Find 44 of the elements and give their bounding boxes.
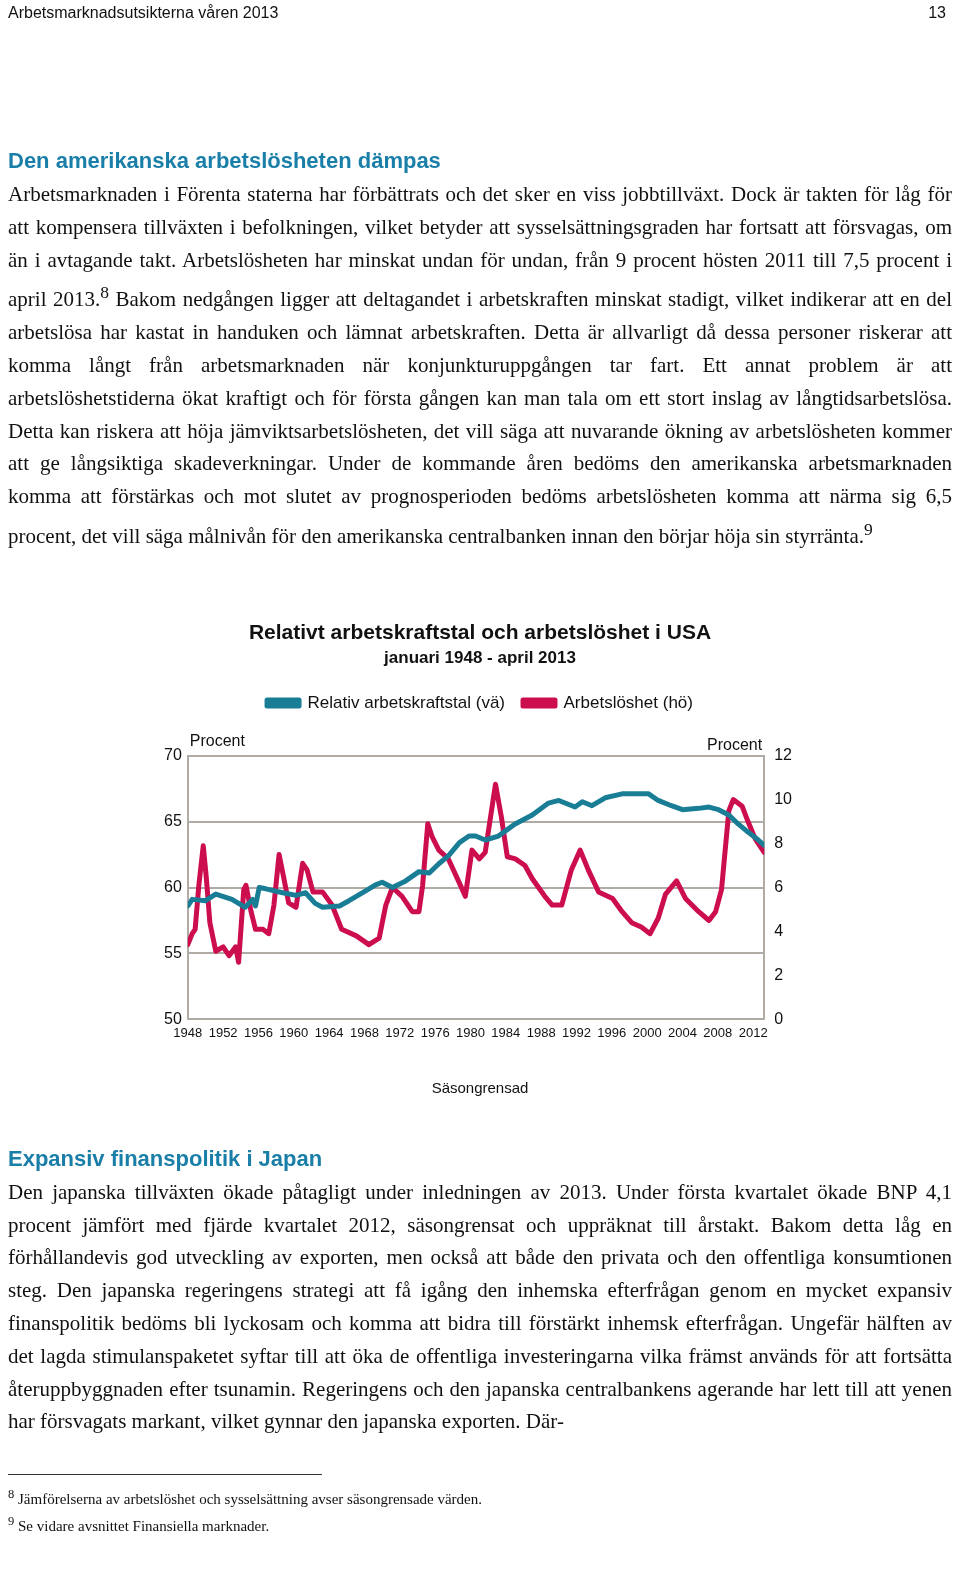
- x-tick-label: 1956: [244, 1024, 273, 1040]
- x-tick-label: 1972: [385, 1024, 415, 1040]
- y2-axis-title: Procent: [707, 735, 763, 753]
- x-tick-label: 1996: [597, 1024, 627, 1040]
- chart-title: Relativt arbetskraftstal och arbetslöshet i USA: [248, 620, 712, 644]
- x-tick-label: 2008: [703, 1024, 733, 1040]
- y-tick-label: 65: [164, 811, 182, 829]
- y2-tick-label: 8: [774, 833, 784, 851]
- x-tick-label: 2000: [632, 1024, 662, 1040]
- text: Arbetsmarknadsutsikterna våren 2013: [8, 4, 279, 22]
- y-tick-label: 50: [164, 1009, 182, 1027]
- text: $^{9}$ Se vidare avsnittet Finansiella marknader.: [8, 1513, 271, 1537]
- x-tick-label: 1992: [562, 1024, 591, 1040]
- chart-subtitle: januari 1948 - april 2013: [383, 647, 576, 667]
- text: Arbetsmarknaden i Förenta staterna har förbättrats och det sker en viss jobbtillväxt. Dock är takten för låg för att kompensera tillväxten i befolkningen, vilket betyder att sysselsättningsgraden har fortsatt att försvagas, om än i avtagande takt. Arbetslösheten har minskat undan för undan, från 9 procent hösten 2011 till 7,5 procent i april 2013.$^{8}$ Bakom nedgången ligger att deltagandet i arbetskraften minskat stadigt, vilket indikerar att en del arbetslösa har kastat in handuken och lämnat arbetskraften. Detta är allvarligt då dessa personer riskerar att komma långt från arbetsmarknaden när konjunkturuppgången tar fart. Ett annat problem är att arbetslöshetstiderna ökat kraftigt och för första gången kan man tala om ett stort inslag av långtidsarbetslösa. Detta kan riskera att höja jämviktsarbetslösheten, det vill säga att nuvarande ökning av arbetslösheten kommer att ge långsiktiga skadeverkningar. Under de kommande åren bedöms den amerikanska arbetsmarknaden komma att förstärkas och mot slutet av prognosperioden bedöms arbetslösheten komma att närma sig 6,5 procent, det vill säga målnivån för den amerikanska centralbanken innan den börjar höja sin styrränta.$^{9}$: [8, 182, 953, 548]
- text: Den amerikanska arbetslösheten dämpas: [8, 148, 442, 174]
- y2-tick-label: 10: [774, 789, 793, 807]
- x-tick-label: 1968: [350, 1024, 379, 1040]
- legend-label: Relativ arbetskraftstal (vä): [307, 692, 505, 712]
- y2-tick-label: 4: [774, 921, 784, 939]
- x-tick-label: 1976: [420, 1024, 450, 1040]
- y-axis-title: Procent: [189, 731, 246, 749]
- text: 13: [928, 4, 946, 22]
- x-tick-label: 2012: [738, 1024, 768, 1040]
- y2-tick-label: 0: [774, 1009, 784, 1027]
- legend-label: Arbetslöshet (hö): [563, 692, 693, 712]
- y-tick-label: 55: [164, 943, 182, 961]
- text: Säsongrensad: [430, 1078, 530, 1096]
- y2-tick-label: 6: [774, 877, 784, 895]
- x-tick-label: 2004: [668, 1024, 697, 1040]
- x-tick-label: 1948: [173, 1024, 203, 1040]
- x-tick-label: 1960: [279, 1024, 309, 1040]
- y-tick-label: 70: [164, 745, 182, 763]
- text: Den japanska tillväxten ökade påtagligt under inledningen av 2013. Under första kvartalet ökade BNP 4,1 procent jämfört med fjärde kvartalet 2012, säsongrensat och uppräknat till årstakt. Bakom detta låg en förhållandevis god utveckling av exporten, men också att både den privata och den offentliga konsumtionen steg. Den japanska regeringens strategi att få igång den inhemska efterfrågan genom en mycket expansiv finanspolitik bedöms bli lyckosam och komma att bidra till förstärkt inhemsk efterfrågan. Ungefär hälften av det lagda stimulanspaketet syftar till att öka de offentliga investeringarna vilka främst används för att fortsätta återuppbyggnaden efter tsunamin. Regeringens och den japanska centralbankens agerande har lett till att yenen har försvagats markant, vilket gynnar den japanska exporten. Där-: [8, 1178, 952, 1436]
- y-tick-label: 60: [164, 877, 182, 895]
- x-tick-label: 1952: [208, 1024, 238, 1040]
- y2-tick-label: 12: [774, 745, 793, 763]
- x-tick-label: 1980: [456, 1024, 485, 1040]
- x-tick-label: 1988: [526, 1024, 556, 1040]
- text: $^{8}$ Jämförelserna av arbetslöshet och sysselsättning avser säsongrensade värden.: [8, 1486, 484, 1510]
- x-tick-label: 1964: [314, 1024, 344, 1040]
- text: Expansiv finanspolitik i Japan: [8, 1145, 324, 1172]
- y2-tick-label: 2: [774, 965, 784, 983]
- x-tick-label: 1984: [491, 1024, 521, 1040]
